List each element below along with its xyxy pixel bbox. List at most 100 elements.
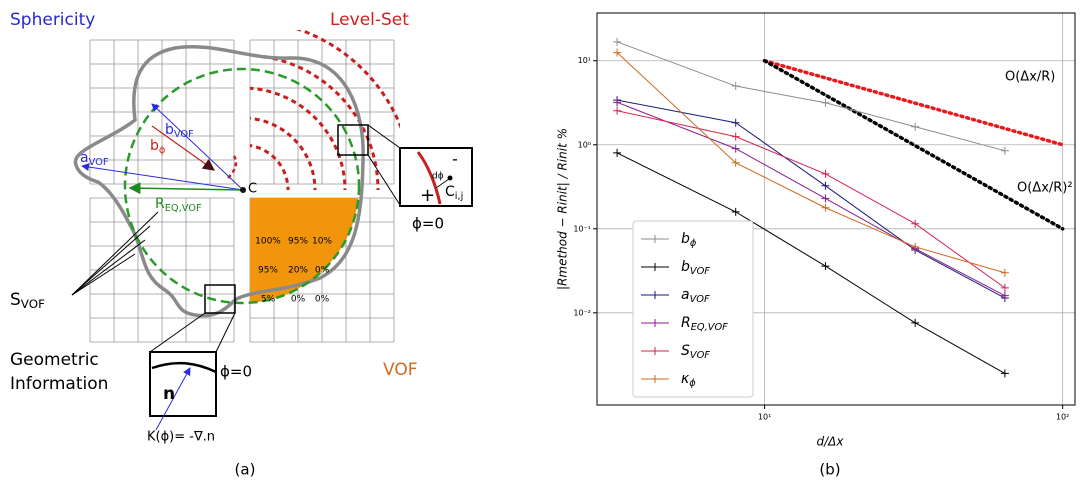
zoom-source <box>204 284 236 314</box>
label: Level-Set <box>330 10 409 30</box>
grids <box>89 39 395 343</box>
pointer <box>71 211 159 296</box>
center-point <box>240 187 246 193</box>
y-tick-label: 10¹ <box>578 56 591 65</box>
fraction-label: 10% <box>312 237 332 247</box>
zoom-interface <box>151 361 217 374</box>
zoom-contour <box>416 151 442 205</box>
marker <box>731 132 740 141</box>
label: dϕ <box>432 172 444 182</box>
fraction-label: 0% <box>291 295 306 305</box>
distance <box>435 178 450 189</box>
marker <box>911 318 920 327</box>
pointer <box>71 253 136 296</box>
label: Information <box>10 374 108 394</box>
legend-marker <box>651 291 659 299</box>
marker <box>1000 146 1009 155</box>
zoom-link <box>215 312 236 353</box>
label: n <box>163 384 175 404</box>
a-vof-arrow <box>81 163 244 191</box>
panel-label: (b) <box>819 461 840 479</box>
legend-marker <box>651 235 659 243</box>
label: - <box>452 150 458 169</box>
marker <box>1000 291 1009 300</box>
zoom-link <box>367 124 401 149</box>
marker <box>1000 268 1009 277</box>
marker <box>731 118 740 127</box>
y-tick-label: 10⁰ <box>578 140 591 149</box>
r-eq-arrow <box>128 182 244 195</box>
series-line <box>616 41 1006 152</box>
marker <box>821 181 830 190</box>
reference-line <box>762 58 1065 147</box>
panel-label: (a) <box>235 461 256 479</box>
fraction-label: 20% <box>288 266 308 276</box>
zoom-link <box>149 312 206 353</box>
marker <box>613 48 622 57</box>
marker <box>821 262 830 271</box>
diagram: Sphericity Level-Set VOF bVOF bϕ aVOF C … <box>10 10 473 479</box>
fraction-labels: 100% 95% 10% 95% 20% 0% 5% 0% 0% <box>255 237 332 305</box>
label: + <box>420 185 435 206</box>
label: VOF <box>383 360 418 380</box>
annotation: O(Δx/R) <box>1005 70 1055 85</box>
zoom-link <box>367 154 401 206</box>
marker <box>821 98 830 107</box>
marker <box>911 242 920 251</box>
plot-frame <box>596 12 1076 406</box>
legend-marker <box>651 347 659 355</box>
chart: (b) d/Δx |Rmethod − Rinit| / Rinit % 10¹… <box>556 12 1076 479</box>
legend-label: bϕ <box>681 231 697 249</box>
y-tick-label: 10⁻¹ <box>573 224 591 233</box>
reference-line <box>762 58 1065 231</box>
zoom-source <box>337 124 369 156</box>
marker <box>911 219 920 228</box>
label: ϕ=0 <box>220 363 252 381</box>
marker <box>821 169 830 178</box>
label: K(ϕ)= -∇.n <box>147 430 215 445</box>
legend-label: bVOF <box>681 259 710 277</box>
marker <box>1000 283 1009 292</box>
marker <box>911 122 920 131</box>
fraction-label: 100% <box>255 237 281 247</box>
marker <box>1000 369 1009 378</box>
label: bVOF <box>165 122 194 140</box>
normal-arrow <box>155 367 191 431</box>
marker <box>821 203 830 212</box>
b-phi-arrow <box>151 125 215 171</box>
x-tick-label: 10² <box>1056 413 1069 422</box>
label: Sphericity <box>10 10 95 30</box>
legend-marker <box>651 319 659 327</box>
marker <box>613 37 622 46</box>
marker <box>613 98 622 107</box>
interface <box>73 45 365 318</box>
legend-label: κϕ <box>681 371 696 389</box>
x-axis-label: d/Δx <box>817 435 845 449</box>
marker <box>613 106 622 115</box>
legend-box <box>632 220 754 398</box>
fraction-label: 95% <box>258 266 278 276</box>
marker <box>731 144 740 153</box>
equivalent-circle <box>123 67 361 305</box>
marker <box>731 82 740 91</box>
legend-marker <box>651 263 659 271</box>
label: Ci,j <box>445 184 463 202</box>
y-tick-label: 10⁻² <box>573 308 591 317</box>
label: C <box>248 182 257 197</box>
local-contour <box>227 155 238 179</box>
fraction-label: 0% <box>315 266 330 276</box>
pointer <box>71 225 151 296</box>
legend-label: aVOF <box>681 287 710 305</box>
marker <box>731 207 740 216</box>
legend-label: REQ,VOF <box>681 315 728 333</box>
x-tick-label: 10¹ <box>758 413 771 422</box>
label: SVOF <box>10 290 45 311</box>
label: REQ,VOF <box>155 196 202 214</box>
fraction-label: 5% <box>261 295 276 305</box>
marker <box>613 148 622 157</box>
marker <box>821 194 830 203</box>
b-vof-arrow <box>151 103 244 191</box>
label: ϕ=0 <box>412 215 444 233</box>
y-axis-label: |Rmethod − Rinit| / Rinit % <box>556 128 570 290</box>
